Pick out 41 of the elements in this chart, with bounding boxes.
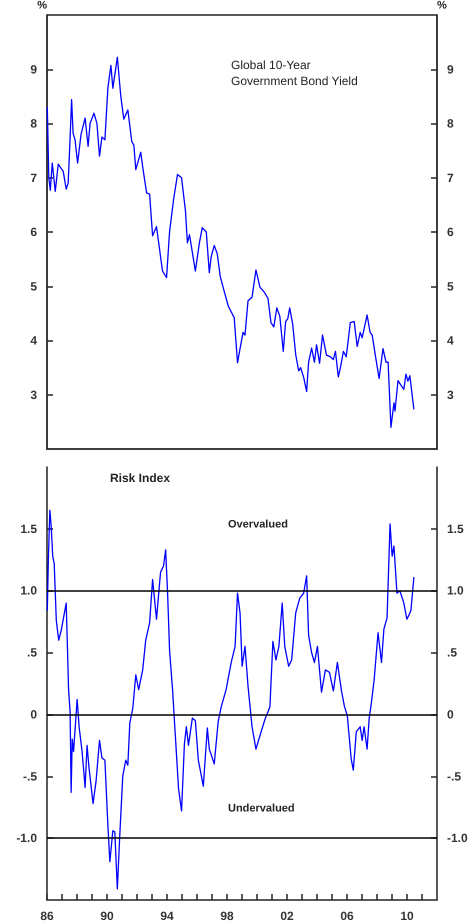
- y2-tick-label: 0: [447, 707, 454, 722]
- x-tick-label: 06: [340, 909, 354, 923]
- text: Global 10-Year Government Bond Yield: [231, 58, 358, 88]
- y-tick-label: 1.5: [20, 522, 38, 536]
- y-tick-label: 3: [30, 388, 38, 402]
- x-tick-label: 98: [220, 909, 234, 923]
- y2-tick-label: 3: [447, 388, 454, 402]
- y-tick-label: 4: [30, 334, 38, 348]
- y-axis-title: %: [37, 0, 48, 12]
- y2-tick-label: -1.0: [447, 831, 468, 846]
- y-tick-label: 0: [30, 707, 38, 722]
- annotation: Undervalued: [228, 802, 295, 814]
- y-tick-label: 5: [30, 279, 38, 294]
- y2-tick-label: 5: [447, 279, 454, 294]
- y-tick-label: -.5: [22, 769, 38, 784]
- y-tick-label: 8: [30, 116, 38, 130]
- y-tick-label: .5: [26, 646, 38, 660]
- annotation: Overvalued: [228, 518, 288, 530]
- y-tick-label: -1.0: [16, 831, 38, 846]
- y2-tick-label: 9: [447, 62, 454, 76]
- y2-tick-label: 8: [447, 116, 454, 130]
- y2-axis-title: %: [437, 0, 447, 12]
- y2-tick-label: 7: [447, 170, 454, 185]
- y-tick-label: 9: [30, 62, 38, 76]
- line-series: [46, 56, 415, 428]
- y2-tick-label: .5: [447, 646, 458, 660]
- y-tick-label: 7: [30, 170, 38, 185]
- y2-tick-label: 1.5: [447, 522, 464, 536]
- x-tick-label: 10: [400, 909, 414, 923]
- x-tick-label: 90: [100, 909, 114, 923]
- y2-tick-label: -.5: [447, 769, 462, 784]
- chart-title: Risk Index: [110, 471, 170, 485]
- x-tick-label: 94: [160, 909, 174, 923]
- x-tick-label: 86: [40, 909, 54, 923]
- y-tick-label: 6: [30, 225, 38, 239]
- y2-tick-label: 4: [447, 334, 454, 348]
- y-tick-label: 1.0: [20, 584, 38, 598]
- x-tick-label: 02: [280, 909, 294, 923]
- y2-tick-label: 6: [447, 225, 454, 239]
- line-series: [46, 510, 415, 890]
- y2-tick-label: 1.0: [447, 584, 464, 598]
